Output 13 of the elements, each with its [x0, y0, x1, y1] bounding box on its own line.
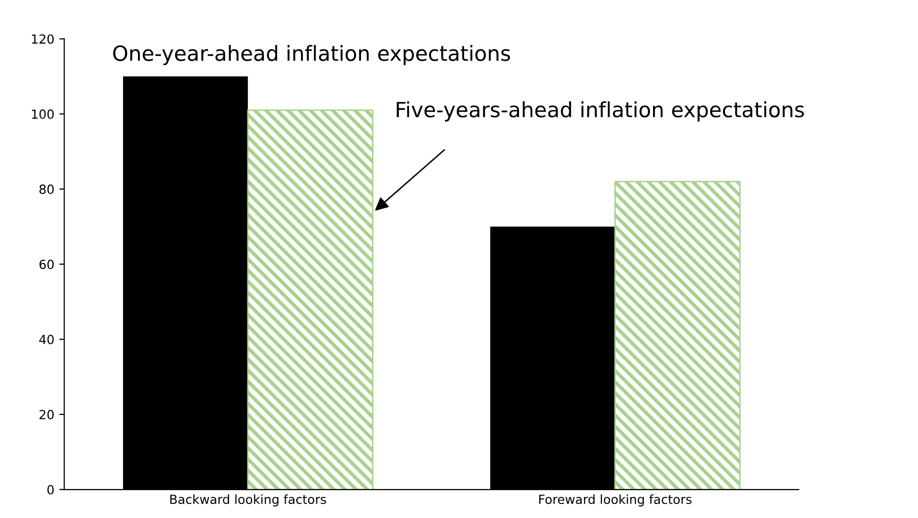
series-label: Five-years-ahead inflation expectations — [396, 101, 804, 122]
y-tick-label: 60 — [40, 260, 54, 270]
x-tick-label: Foreward looking factors — [539, 494, 692, 506]
y-tick-label: 100 — [32, 109, 54, 119]
x-tick-label: Backward looking factors — [170, 494, 326, 506]
y-tick-label: 80 — [39, 184, 54, 194]
y-tick-label: 120 — [32, 34, 54, 44]
y-tick-label: 40 — [39, 334, 54, 344]
y-tick-label: 20 — [40, 410, 54, 420]
series-label: One-year-ahead inflation expectations — [113, 44, 510, 66]
y-tick-label: 0 — [47, 484, 54, 494]
bar — [614, 180, 741, 490]
bar — [247, 110, 374, 490]
